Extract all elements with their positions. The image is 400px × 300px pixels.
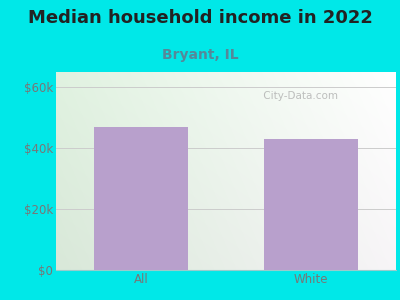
Text: Bryant, IL: Bryant, IL	[162, 48, 238, 62]
Text: Median household income in 2022: Median household income in 2022	[28, 9, 372, 27]
Text: City-Data.com: City-Data.com	[260, 91, 338, 101]
Bar	[264, 139, 358, 270]
Bar	[94, 127, 188, 270]
